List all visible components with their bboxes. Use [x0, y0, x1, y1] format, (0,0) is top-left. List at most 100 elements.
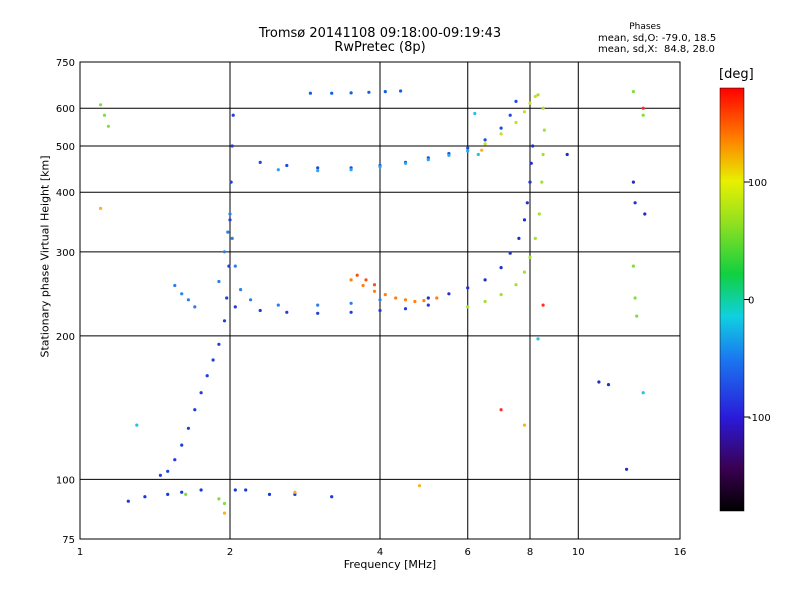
data-point	[483, 142, 487, 146]
colorbar-tick-label: -100	[748, 413, 771, 424]
data-point	[225, 296, 229, 300]
data-point	[199, 391, 203, 395]
chart-subtitle: RwPretec (8p)	[334, 40, 426, 55]
data-point	[267, 492, 272, 496]
data-point	[180, 490, 184, 494]
data-point	[473, 111, 477, 116]
data-point	[399, 89, 403, 93]
colorbar-ticks: 100 0 -100	[744, 178, 771, 424]
data-point	[180, 443, 184, 447]
data-point	[633, 201, 637, 205]
data-point	[426, 158, 430, 162]
data-point	[466, 286, 470, 290]
x-tick-label: 6	[465, 547, 471, 558]
data-point	[217, 497, 221, 501]
data-point	[308, 91, 312, 95]
colorbar-tick-label: 100	[748, 178, 767, 189]
data-point	[230, 144, 234, 148]
data-point	[426, 296, 430, 300]
data-point	[522, 218, 527, 222]
y-tick-label: 100	[56, 475, 75, 486]
data-point	[531, 144, 535, 148]
data-point	[483, 299, 487, 304]
data-point	[483, 138, 487, 142]
data-point	[378, 308, 382, 313]
data-point	[239, 288, 243, 292]
grid-lines	[80, 62, 680, 539]
data-point	[522, 270, 527, 274]
data-point	[229, 180, 233, 184]
data-point	[249, 298, 253, 302]
data-point	[522, 423, 527, 427]
data-point	[426, 303, 430, 307]
x-tick-label: 10	[572, 547, 585, 558]
data-point	[631, 264, 636, 268]
data-point	[383, 293, 387, 297]
data-point	[173, 458, 177, 462]
data-point	[349, 278, 353, 282]
data-point	[631, 90, 636, 94]
x-axis-label: Frequency [MHz]	[343, 558, 437, 571]
data-point	[447, 292, 451, 296]
data-point	[533, 236, 537, 240]
data-point	[499, 126, 503, 130]
data-point	[372, 289, 377, 293]
data-point	[435, 296, 439, 300]
data-point	[565, 152, 569, 157]
plot-frame	[79, 61, 681, 540]
data-point	[378, 298, 382, 302]
data-point	[180, 292, 184, 296]
data-point	[184, 492, 188, 496]
data-point	[536, 337, 540, 341]
data-point	[173, 283, 177, 288]
data-point	[606, 383, 611, 387]
data-point	[293, 492, 297, 496]
data-point	[413, 299, 417, 304]
colorbar-tick-label: 0	[748, 296, 754, 307]
data-point	[508, 113, 512, 117]
data-point	[199, 488, 203, 492]
data-point	[514, 283, 518, 287]
y-axis-label: Stationary phase Virtual Height [km]	[38, 155, 52, 358]
data-point	[480, 148, 484, 152]
data-point	[499, 293, 503, 297]
data-point	[641, 391, 645, 395]
data-point	[285, 163, 289, 168]
data-point	[330, 91, 334, 95]
data-point	[99, 206, 103, 210]
y-tick-label: 75	[62, 535, 75, 546]
data-point	[364, 278, 368, 282]
data-point	[231, 113, 235, 117]
data-point	[361, 283, 365, 288]
data-point	[126, 499, 130, 503]
data-point	[293, 490, 297, 494]
data-point	[143, 495, 147, 499]
x-axis-ticks: 1 2 4 6 8 10 16	[77, 547, 687, 558]
data-point	[217, 342, 221, 346]
data-point	[158, 473, 162, 477]
data-point	[135, 423, 139, 427]
data-point	[355, 273, 359, 277]
data-point	[316, 311, 320, 315]
phases-x-stats: mean, sd,X: 84.8, 28.0	[598, 44, 715, 55]
data-point	[228, 218, 232, 222]
data-point	[193, 305, 197, 309]
data-point	[631, 180, 636, 184]
data-point	[528, 180, 532, 184]
data-point	[226, 230, 230, 234]
data-point	[230, 236, 234, 240]
data-point	[514, 120, 518, 125]
data-point	[258, 160, 262, 164]
data-point	[349, 168, 353, 172]
data-point	[476, 152, 480, 157]
data-point	[522, 110, 527, 114]
data-point	[597, 380, 601, 384]
data-point	[205, 374, 209, 378]
data-point	[533, 94, 537, 99]
data-point	[466, 146, 470, 150]
data-point	[540, 180, 544, 184]
data-point	[483, 278, 487, 282]
data-point	[233, 488, 237, 492]
data-point	[222, 511, 227, 515]
